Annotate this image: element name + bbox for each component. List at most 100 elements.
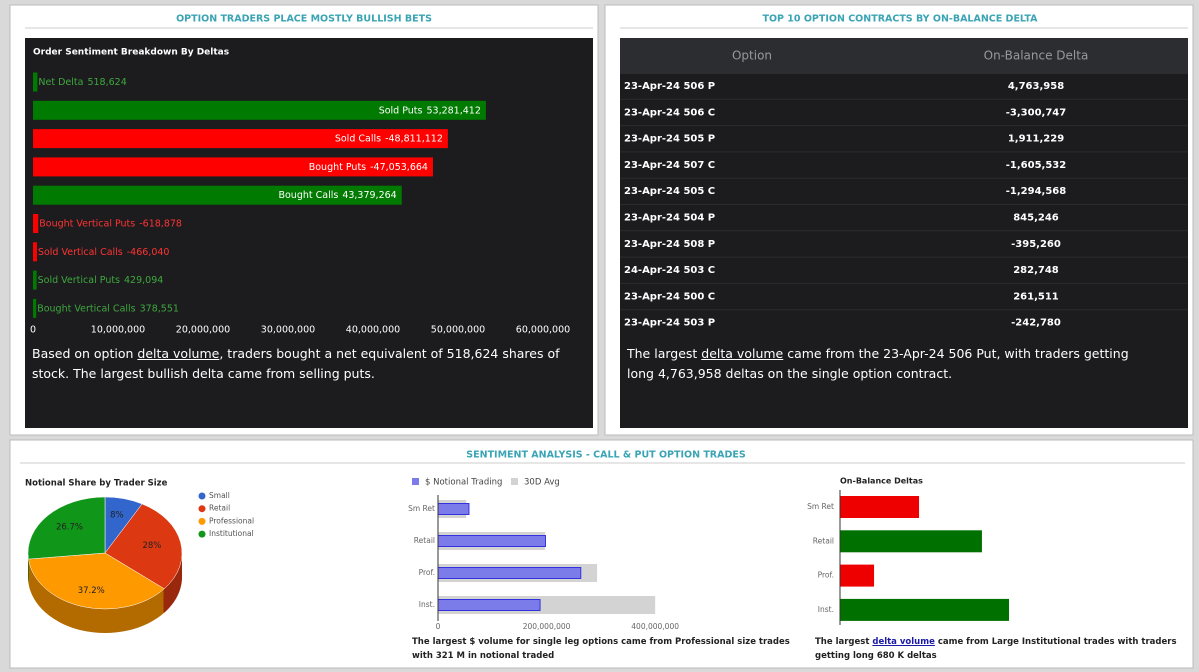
y-tick-label: Inst.	[818, 605, 834, 614]
table-cell: -1,294,568	[1006, 186, 1066, 197]
y-tick-label: Sm Ret	[408, 504, 435, 513]
chart-title: Order Sentiment Breakdown By Deltas	[33, 48, 229, 58]
table-cell: 23-Apr-24 505 P	[624, 134, 715, 145]
note-link[interactable]: delta volume	[872, 637, 935, 647]
bar	[840, 598, 1010, 621]
bar	[33, 72, 38, 92]
table-cell: 23-Apr-24 507 C	[624, 160, 715, 171]
slice-label: 8%	[110, 511, 124, 521]
x-tick-label: 10,000,000	[91, 325, 145, 336]
bar-label: Bought Vertical Calls 378,551	[37, 303, 179, 314]
bar-category: Sold Vertical Calls	[38, 246, 123, 257]
table-cell: 261,511	[1013, 291, 1059, 302]
bar	[33, 185, 402, 205]
bar-label: Sold Vertical Calls -466,040	[38, 246, 170, 257]
note-text: came from Large Institutional trades wit…	[815, 637, 1177, 661]
bar	[840, 496, 920, 518]
bar	[33, 100, 486, 120]
bar-label: Sold Calls -48,811,112	[335, 133, 443, 144]
x-tick-label: 400,000,000	[631, 622, 679, 631]
legend-swatch	[198, 505, 206, 513]
note-text: The largest	[815, 637, 873, 647]
table-cell: 282,748	[1013, 265, 1059, 276]
table-cell: 845,246	[1013, 213, 1059, 224]
bar-value: -47,053,664	[370, 161, 428, 172]
bar-value: -466,040	[127, 246, 170, 257]
dark-box	[620, 38, 1188, 428]
legend-swatch	[198, 530, 206, 538]
table-cell: 23-Apr-24 505 C	[624, 186, 715, 197]
legend-label: 30D Avg	[524, 478, 560, 488]
bar-category: Sold Puts	[379, 105, 423, 116]
y-tick-label: Prof.	[419, 568, 435, 577]
bar-label: Bought Calls 43,379,264	[278, 190, 396, 201]
legend-label: Professional	[209, 516, 254, 525]
table-body: 23-Apr-24 506 P 4,763,958 23-Apr-24 506 C -…	[620, 81, 1188, 329]
chart: On-Balance Deltas Sm Ret Retail Prof. Inst.	[807, 477, 1010, 625]
chart: Notional Share by Trader Size 8% Small 28% R…	[25, 479, 254, 633]
panel-title: SENTIMENT ANALYSIS - CALL & PUT OPTION T…	[466, 450, 746, 461]
bar-value: 378,551	[140, 303, 179, 314]
chart-title: On-Balance Deltas	[840, 477, 923, 486]
table-header-cell: On-Balance Delta	[984, 49, 1089, 63]
bar-value: 518,624	[87, 77, 126, 88]
x-tick-label: 40,000,000	[346, 325, 400, 336]
table-cell: -1,605,532	[1006, 160, 1066, 171]
note-text: came from the 23-Apr-24 506 Put, with tr…	[627, 346, 1129, 381]
bar-category: Net Delta	[38, 77, 83, 88]
bar	[33, 242, 37, 262]
table-cell: 23-Apr-24 504 P	[624, 213, 715, 224]
bar-category: Bought Vertical Puts	[39, 218, 135, 229]
bar	[840, 564, 875, 587]
chart-title: Notional Share by Trader Size	[25, 479, 168, 489]
bar-label: Bought Puts -47,053,664	[309, 161, 428, 172]
bar	[840, 530, 982, 553]
note: The largest delta volume came from the 2…	[627, 344, 1157, 384]
bar-value: 43,379,264	[342, 190, 396, 201]
slice-label: 37.2%	[78, 586, 105, 596]
bar	[33, 129, 448, 149]
table-cell: -395,260	[1011, 239, 1061, 250]
table-cell: 23-Apr-24 500 C	[624, 291, 715, 302]
note-text: The largest	[627, 346, 702, 361]
table-cell: 24-Apr-24 503 C	[624, 265, 715, 276]
y-tick-label: Prof.	[818, 571, 834, 580]
bar-category: Bought Vertical Calls	[37, 303, 135, 314]
bar-category: Sold Calls	[335, 133, 381, 144]
bar	[33, 157, 433, 177]
panel-title: OPTION TRADERS PLACE MOSTLY BULLISH BETS	[176, 14, 432, 25]
pie-slice	[27, 496, 106, 560]
x-tick-label: 200,000,000	[523, 622, 571, 631]
legend-swatch	[198, 517, 206, 525]
table-cell: 23-Apr-24 503 P	[624, 318, 715, 329]
table-cell: -242,780	[1011, 318, 1061, 329]
table-cell: 4,763,958	[1008, 81, 1064, 92]
table-cell: 23-Apr-24 506 P	[624, 81, 715, 92]
legend-label: Retail	[209, 504, 230, 513]
note-text: Based on option	[32, 346, 138, 361]
bar-category: Sold Vertical Puts	[38, 275, 120, 286]
bar	[437, 535, 546, 547]
bar	[33, 214, 39, 233]
bar-value: -618,878	[139, 218, 182, 229]
bar-value: -48,811,112	[385, 133, 443, 144]
legend-label: Institutional	[209, 529, 254, 538]
slice-label: 26.7%	[56, 522, 83, 532]
y-tick-label: Sm Ret	[807, 502, 834, 511]
bar-label: Bought Vertical Puts -618,878	[39, 218, 182, 229]
bar-category: Bought Calls	[278, 190, 338, 201]
bar	[437, 599, 541, 611]
bar	[437, 567, 582, 579]
y-tick-label: Retail	[813, 536, 834, 545]
bar	[437, 503, 470, 515]
table-cell: 23-Apr-24 508 P	[624, 239, 715, 250]
legend-swatch	[412, 478, 419, 485]
note-text: , traders bought a net equivalent of 518…	[32, 346, 560, 381]
x-tick-label: 50,000,000	[431, 325, 485, 336]
panel-title: TOP 10 OPTION CONTRACTS BY ON-BALANCE DE…	[762, 14, 1038, 25]
table-cell: 23-Apr-24 506 C	[624, 107, 715, 118]
table-header-cell: Option	[732, 49, 772, 63]
note-link: delta volume	[701, 346, 784, 361]
